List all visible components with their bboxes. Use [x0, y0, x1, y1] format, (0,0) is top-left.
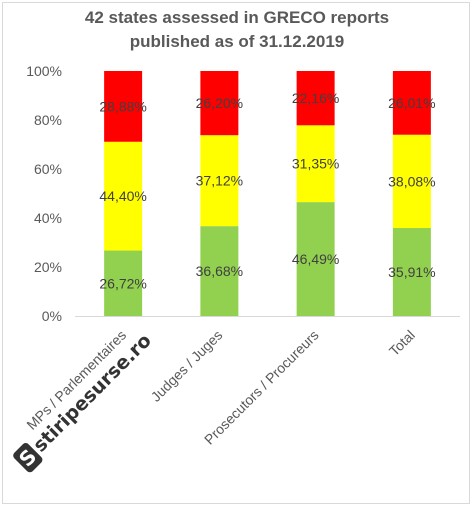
bar-segment: [296, 202, 335, 316]
x-tick-label: Total: [386, 327, 418, 359]
bar-segment: [104, 141, 143, 251]
chart-title: 42 states assessed in GRECO reports publ…: [0, 6, 474, 54]
y-tick-label: 20%: [34, 259, 62, 275]
bar-segment: [200, 226, 239, 316]
bar-segment: [104, 250, 143, 316]
bar-segment: [200, 71, 239, 136]
data-label: 22,16%: [292, 90, 339, 106]
bar-segment: [296, 71, 335, 126]
data-label: 26,20%: [196, 95, 243, 111]
x-tick-label: Prosecutors / Procureurs: [201, 327, 322, 448]
x-tick-label: Judges / Juges: [148, 327, 226, 405]
data-label: 26,72%: [99, 275, 146, 291]
data-label: 37,12%: [196, 173, 243, 189]
data-label: 46,49%: [292, 251, 339, 267]
chart-title-line-1: 42 states assessed in GRECO reports: [84, 8, 390, 27]
data-label: 28,88%: [99, 98, 146, 114]
data-label: 36,68%: [196, 263, 243, 279]
y-tick-label: 0%: [42, 308, 62, 324]
y-tick-label: 40%: [34, 210, 62, 226]
data-label: 38,08%: [388, 173, 435, 189]
data-label: 31,35%: [292, 156, 339, 172]
data-label: 44,40%: [99, 188, 146, 204]
bar-segment: [104, 71, 143, 142]
bar-segment: [392, 71, 431, 135]
bar-segment: [392, 228, 431, 316]
bar-segment: [200, 135, 239, 227]
bar-segment: [392, 134, 431, 229]
chart-title-line-2: published as of 31.12.2019: [129, 32, 345, 51]
data-label: 26,01%: [388, 95, 435, 111]
bar-segment: [296, 125, 335, 203]
data-label: 35,91%: [388, 264, 435, 280]
y-tick-label: 80%: [34, 112, 62, 128]
y-tick-label: 100%: [26, 63, 62, 79]
y-tick-label: 60%: [34, 161, 62, 177]
